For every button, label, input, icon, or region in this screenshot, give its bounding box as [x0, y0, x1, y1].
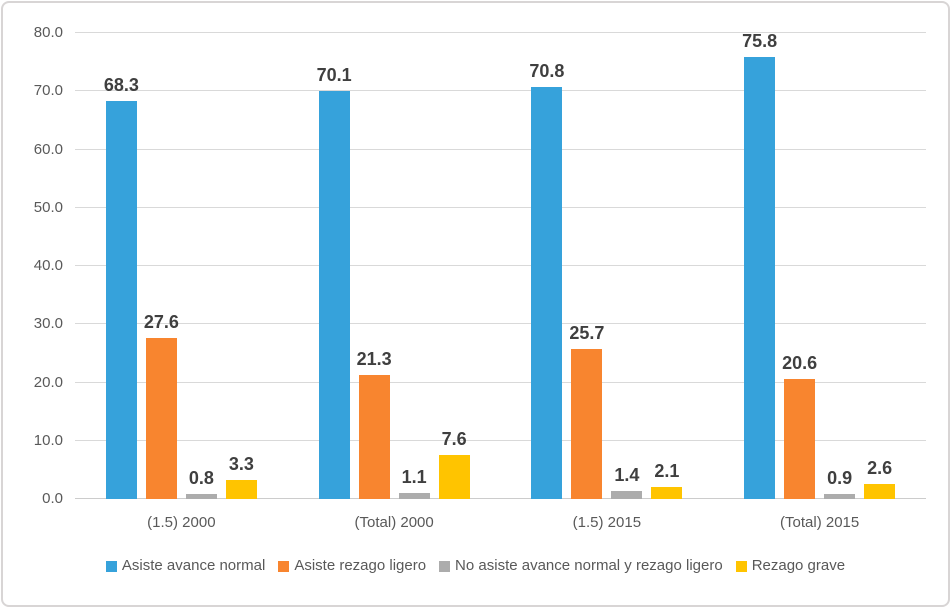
data-label: 7.6	[441, 428, 467, 449]
bar-wrap: 20.6	[782, 353, 817, 499]
y-axis-tick-label: 70.0	[33, 82, 63, 100]
data-label: 70.1	[316, 64, 352, 85]
data-label: 2.1	[654, 460, 680, 481]
bar-groups: 68.3 27.6 0.8 3.3 70.1 21.3 1.1 7.6 70.8 25.7 1.4 2…	[75, 31, 926, 499]
legend-label: Asiste avance normal	[121, 557, 266, 574]
legend-item: Asiste rezago ligero	[278, 556, 426, 576]
bar-rezago-grave	[438, 454, 470, 499]
legend: Asiste avance normal Asiste rezago ligero…	[3, 556, 948, 576]
y-axis-tick-label: 40.0	[33, 257, 63, 274]
legend-swatch-icon	[105, 560, 117, 572]
legend-swatch-icon	[735, 560, 747, 572]
data-label: 27.6	[143, 312, 179, 333]
gridline	[75, 206, 926, 208]
legend-item: Asiste avance normal	[105, 556, 266, 576]
bar-wrap: 27.6	[144, 312, 179, 499]
legend-swatch-icon	[439, 560, 451, 572]
x-axis-line	[75, 498, 926, 499]
data-label: 25.7	[569, 323, 605, 344]
bar-wrap: 70.1	[317, 65, 352, 499]
bar-wrap: 1.4	[611, 465, 643, 499]
data-label: 0.8	[188, 468, 214, 489]
data-label: 0.9	[827, 467, 853, 488]
gridline	[75, 439, 926, 441]
y-axis-tick-label: 50.0	[33, 198, 63, 216]
data-label: 2.6	[867, 457, 893, 478]
bar-asiste-rezago-ligero	[571, 349, 603, 499]
legend-item: No asiste avance normal y rezago ligero	[439, 556, 723, 576]
gridline	[75, 265, 926, 266]
gridline	[75, 32, 926, 33]
y-axis-tick-label: 10.0	[33, 431, 63, 449]
y-axis-tick-label: 80.0	[33, 24, 63, 41]
x-axis-labels: (1.5) 2000 (Total) 2000 (1.5) 2015 (Total) …	[75, 513, 926, 533]
y-axis-tick-label: 0.0	[42, 490, 63, 507]
bar-wrap: 68.3	[104, 75, 139, 499]
bar-wrap: 21.3	[357, 349, 392, 499]
gridline	[75, 381, 926, 383]
bar-wrap: 25.7	[569, 323, 604, 499]
bar-wrap: 0.9	[824, 468, 856, 499]
bar-wrap: 3.3	[225, 454, 257, 499]
legend-label: No asiste avance normal y rezago ligero	[455, 557, 723, 574]
y-axis-tick-label: 30.0	[33, 315, 63, 333]
bar-group: 70.1 21.3 1.1 7.6	[288, 33, 501, 499]
data-label: 75.8	[742, 31, 778, 52]
bar-group: 68.3 27.6 0.8 3.3	[75, 33, 288, 499]
bar-wrap: 2.1	[651, 461, 683, 499]
bar-no-asiste-avance-normal-y-rezago-ligero	[398, 492, 430, 499]
bar-asiste-rezago-ligero	[784, 379, 816, 499]
bar-rezago-grave	[225, 479, 257, 499]
x-axis-category-label: (Total) 2015	[780, 514, 860, 531]
legend-swatch-icon	[278, 560, 290, 572]
bar-asiste-avance-normal	[531, 86, 563, 499]
x-axis-category-label: (1.5) 2000	[147, 514, 216, 531]
bar-asiste-avance-normal	[105, 101, 137, 499]
data-label: 21.3	[356, 348, 392, 369]
y-axis-tick-label: 20.0	[33, 373, 63, 391]
bar-asiste-rezago-ligero	[358, 374, 390, 499]
bar-group: 70.8 25.7 1.4 2.1	[501, 33, 714, 499]
bar-no-asiste-avance-normal-y-rezago-ligero	[611, 490, 643, 499]
plot-area: 0.0 10.0 20.0 30.0 40.0 50.0 60.0 70.0 80.0 68.3 2…	[34, 24, 926, 507]
bar-asiste-avance-normal	[318, 90, 350, 499]
data-label: 70.8	[529, 60, 565, 81]
legend-label: Asiste rezago ligero	[294, 557, 427, 574]
data-label: 68.3	[103, 75, 139, 96]
bar-wrap: 7.6	[438, 429, 470, 499]
data-label: 1.1	[401, 466, 427, 487]
bar-wrap: 0.8	[185, 468, 217, 499]
data-label: 1.4	[614, 464, 640, 485]
x-axis-category-label: (1.5) 2015	[572, 514, 642, 531]
bar-no-asiste-avance-normal-y-rezago-ligero	[185, 494, 217, 499]
data-label: 3.3	[228, 453, 254, 474]
bar-wrap: 1.1	[398, 467, 430, 499]
bar-asiste-avance-normal	[744, 57, 776, 499]
y-axis-tick-label: 60.0	[33, 140, 63, 158]
gridline	[75, 148, 926, 150]
bar-group: 75.8 20.6 0.9 2.6	[713, 31, 926, 499]
legend-label: Rezago grave	[751, 557, 846, 574]
legend-item: Rezago grave	[735, 556, 846, 576]
bar-rezago-grave	[864, 483, 896, 499]
gridline	[75, 323, 926, 325]
data-label: 20.6	[782, 353, 818, 374]
x-axis-category-label: (Total) 2000	[354, 514, 434, 531]
bar-wrap: 2.6	[864, 458, 896, 499]
bar-asiste-rezago-ligero	[145, 338, 177, 499]
bar-no-asiste-avance-normal-y-rezago-ligero	[824, 493, 856, 499]
bar-rezago-grave	[651, 486, 683, 499]
bar-wrap: 75.8	[742, 31, 777, 499]
bar-wrap: 70.8	[529, 61, 564, 499]
gridline	[75, 90, 926, 92]
